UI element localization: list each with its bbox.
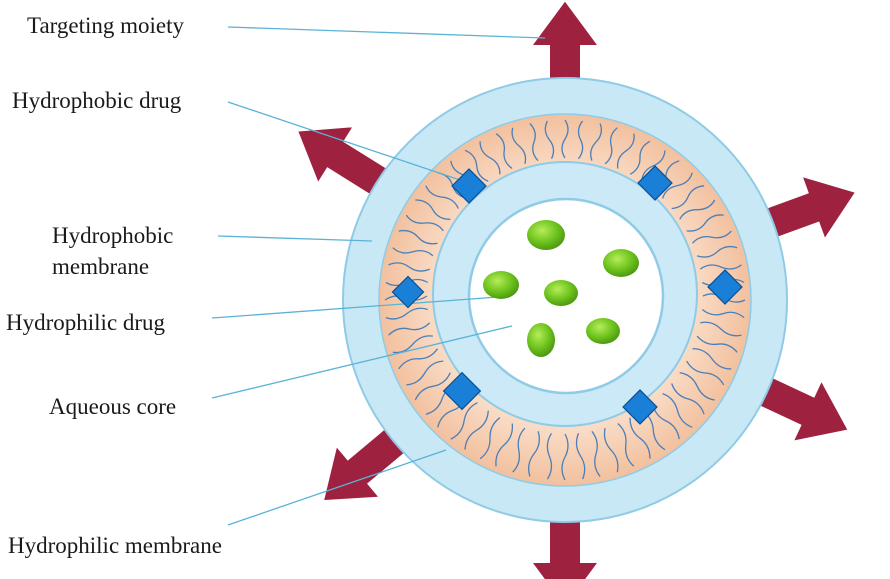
lipid-tail [591,430,601,477]
lipid-tail [696,335,738,353]
lipid-tail [398,348,439,370]
leader-hydrophobic-drug [227,101,461,181]
lipid-tail [392,247,434,257]
blue-diamond-icon [707,269,743,305]
label-hydrophobic-membrane-line2: membrane [52,254,150,279]
lipid-tail [385,307,428,320]
label-targeting-moiety: Targeting moiety [27,13,185,38]
green-ellipse-icon [544,280,578,306]
hydrophilic-drugs [483,220,639,357]
lipid-tail [450,402,478,440]
lipid-tail [699,264,742,270]
green-ellipse-icon [527,323,555,357]
lipid-tail [604,127,618,165]
leader-hydrophobic-membrane [217,235,373,242]
leader-hydrophilic-drug [211,296,499,319]
lipid-tail [616,133,635,169]
outward-arrows [295,0,858,579]
label-hydrophobic-drug: Hydrophobic drug [12,88,182,113]
blue-diamond-icon [622,389,658,425]
label-hydrophobic-membrane-line1: Hydrophobic [52,223,174,248]
lipid-tail [679,199,716,220]
blue-diamond-icon [442,371,482,411]
lipid-tail [671,383,705,415]
green-ellipse-icon [586,318,620,344]
lipid-tail [425,185,459,209]
lipid-tail [414,372,451,401]
lipid-tail [406,360,444,386]
outward-arrow-icon [321,424,410,503]
lipid-tail [495,133,513,170]
lipid-tail [662,392,693,428]
blue-diamond-icon [391,275,425,309]
blue-diamond-icon [637,165,673,201]
lipid-tail [700,321,742,337]
lipid-tail [671,185,705,210]
lipid-tail [590,123,603,161]
lipid-tail [544,120,555,159]
lipid-tail [479,417,501,460]
lipid-tail [629,417,651,459]
lipid-tail [561,119,569,159]
outward-arrow-icon [295,124,390,198]
lipid-tail [561,433,569,481]
lipid-tail [479,141,501,175]
outward-arrow-icon [751,373,851,444]
lipid-tail [388,262,430,272]
label-hydrophilic-drug: Hydrophilic drug [6,310,166,335]
lipid-tail [392,335,433,354]
lipid-tail [546,432,553,480]
lipid-tail [398,229,438,245]
leader-hydrophilic-membrane [227,449,447,526]
label-aqueous-core: Aqueous core [49,394,177,419]
lipid-tail [512,427,526,473]
lipid-tail [511,127,527,165]
hydrophobic-drugs [391,165,743,425]
lipid-tail [527,431,540,477]
lipid-tail [529,123,539,162]
green-ellipse-icon [483,271,519,299]
lipid-tail [603,427,619,473]
lipid-tail [692,230,732,244]
lipid-tail [696,245,738,258]
lipid-tail [575,433,586,480]
lipid-tail [692,348,732,370]
lipid-tail [388,322,431,336]
lipid-tail [679,372,715,401]
lipid-tail [495,423,514,467]
lipid-tail [686,214,724,232]
green-ellipse-icon [527,220,565,250]
blue-diamond-icon [451,168,487,204]
lipid-tail [629,140,651,175]
lipid-tail [405,214,444,232]
lipid-tail [464,149,489,182]
lipid-tail [701,308,745,319]
lipid-tail [686,360,725,386]
leader-targeting-moiety [227,26,546,39]
leader-lines [211,26,546,526]
lipid-tail [641,150,666,182]
lipid-tail [661,172,693,199]
green-ellipse-icon [603,249,639,277]
lipid-tail [577,120,584,160]
lipid-tail [617,423,635,467]
leader-aqueous-core [211,325,513,399]
lipid-tail [464,410,489,450]
label-hydrophilic-membrane: Hydrophilic membrane [8,533,222,558]
lipid-tail [415,199,451,220]
